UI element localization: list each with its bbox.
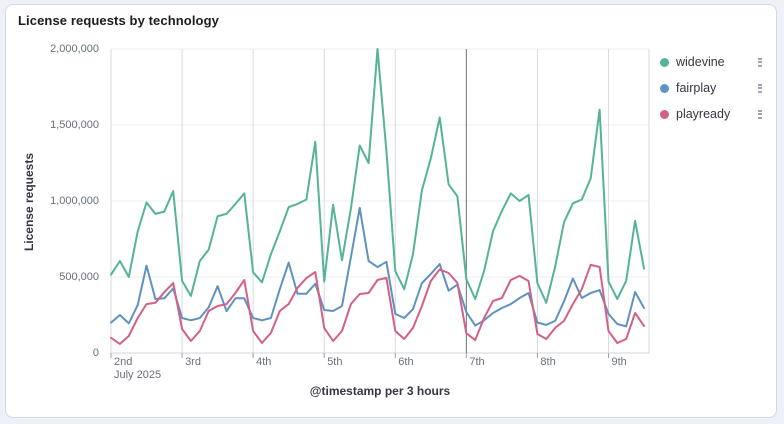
series-line-widevine[interactable] — [110, 48, 645, 304]
legend-item-label[interactable]: playready — [676, 107, 731, 121]
legend-item-label[interactable]: widevine — [676, 55, 725, 69]
legend-item-label[interactable]: fairplay — [676, 81, 717, 95]
y-axis-tick-label: 1,500,000 — [50, 119, 99, 131]
legend-color-dot-icon — [660, 109, 669, 119]
x-axis-tick-label: 5th — [327, 356, 343, 368]
legend-actions-icon[interactable] — [756, 56, 764, 69]
legend-actions-icon[interactable] — [756, 108, 764, 121]
x-axis-title: @timestamp per 3 hours — [309, 384, 451, 398]
chart-panel: License requests by technology 0 500,000 1… — [5, 4, 777, 418]
x-axis-tick-label: 4th — [256, 356, 272, 368]
legend-actions-icon[interactable] — [756, 82, 764, 95]
legend-item-fairplay[interactable]: fairplay — [660, 75, 764, 101]
y-axis-tick-label: 1,000,000 — [50, 195, 99, 207]
x-axis-tick-label: 6th — [398, 356, 414, 368]
panel-title: License requests by technology — [18, 13, 219, 28]
x-axis-month-label: July 2025 — [114, 369, 162, 381]
x-axis-tick-label: 7th — [469, 356, 485, 368]
x-axis-tick-label: 8th — [540, 356, 556, 368]
series-line-fairplay[interactable] — [110, 206, 645, 328]
series-line-playready[interactable] — [110, 263, 645, 345]
chart-plot-area[interactable] — [6, 5, 778, 419]
chart-legend: widevine fairplay playready — [660, 49, 764, 127]
y-axis-tick-label: 500,000 — [59, 271, 99, 283]
legend-item-widevine[interactable]: widevine — [660, 49, 764, 75]
x-axis-tick-label: 3rd — [185, 356, 201, 368]
y-axis-tick-label: 2,000,000 — [50, 43, 99, 55]
x-axis-tick-label: 2nd July 2025 — [114, 356, 162, 381]
y-axis-title: License requests — [22, 152, 36, 252]
legend-color-dot-icon — [660, 83, 669, 93]
x-axis-tick-label: 9th — [611, 356, 627, 368]
legend-color-dot-icon — [660, 57, 669, 67]
y-axis-tick-label: 0 — [92, 347, 99, 359]
legend-item-playready[interactable]: playready — [660, 101, 764, 127]
